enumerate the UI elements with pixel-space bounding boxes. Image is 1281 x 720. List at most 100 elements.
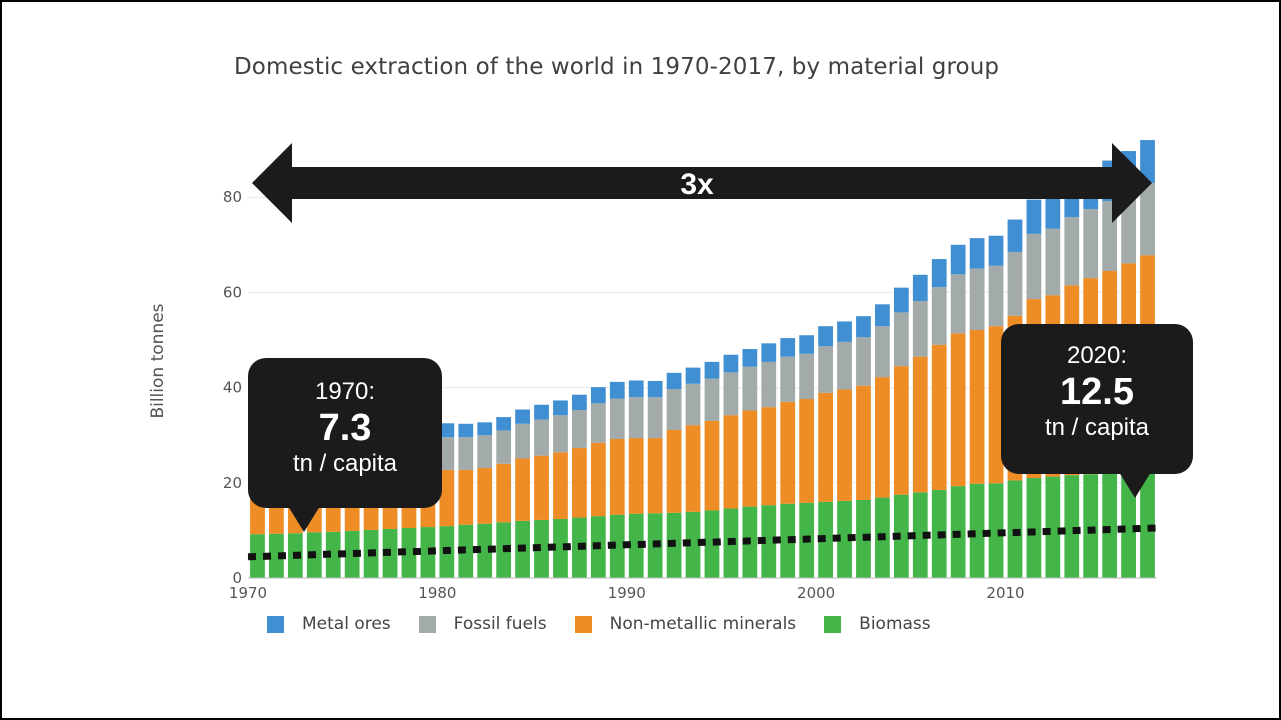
bar-non-metallic-minerals-2004: [893, 366, 909, 495]
bar-fossil-fuels-1980: [439, 437, 455, 470]
bar-metal-ores-2012: [1045, 192, 1061, 229]
legend-item-fossil-fuels[interactable]: Fossil fuels: [418, 614, 547, 634]
bar-non-metallic-minerals-1988: [590, 442, 606, 517]
bar-fossil-fuels-1983: [496, 430, 512, 464]
legend-swatch-non-metallic-minerals: [574, 615, 592, 633]
growth-arrow-label: 3x: [680, 168, 714, 201]
bar-biomass-1993: [685, 511, 701, 578]
legend-item-biomass[interactable]: Biomass: [824, 614, 931, 634]
bar-metal-ores-2007: [950, 244, 966, 275]
bar-metal-ores-2017: [1140, 140, 1155, 183]
bar-fossil-fuels-1993: [685, 383, 701, 426]
y-tick-label-60: 60: [223, 283, 242, 301]
bar-biomass-1990: [628, 513, 644, 578]
legend-label-biomass: Biomass: [859, 614, 931, 634]
bar-non-metallic-minerals-1995: [723, 415, 739, 509]
bar-metal-ores-1999: [799, 335, 815, 354]
bar-fossil-fuels-1996: [742, 366, 758, 411]
bar-fossil-fuels-2013: [1064, 217, 1080, 286]
bar-fossil-fuels-2006: [931, 287, 947, 345]
bar-biomass-2015: [1102, 473, 1118, 578]
bar-biomass-2005: [912, 492, 928, 578]
callout-2020-unit: tn / capita: [1044, 414, 1150, 441]
bar-biomass-1998: [780, 503, 796, 578]
bar-biomass-1982: [477, 523, 493, 578]
bar-non-metallic-minerals-1986: [553, 452, 568, 519]
callout-2020-value: 12.5: [1060, 371, 1134, 413]
bar-non-metallic-minerals-1990: [628, 438, 644, 514]
bar-biomass-2011: [1026, 478, 1042, 578]
bar-biomass-1974: [325, 531, 341, 578]
bar-biomass-1970: [250, 534, 265, 578]
bar-metal-ores-1989: [609, 381, 625, 399]
bar-biomass-2016: [1121, 471, 1136, 578]
growth-arrow-shape: [252, 143, 1152, 223]
bar-fossil-fuels-1989: [609, 398, 625, 440]
bar-metal-ores-2005: [912, 274, 928, 301]
bar-metal-ores-1981: [458, 423, 474, 438]
bar-fossil-fuels-1987: [572, 409, 587, 449]
callout-2020-pointer: [1119, 472, 1151, 498]
x-tick-label-1980: 1980: [418, 584, 456, 602]
legend: Metal ores Fossil fuels Non-metallic min…: [267, 614, 959, 634]
legend-swatch-metal-ores: [267, 615, 284, 633]
bar-fossil-fuels-1998: [780, 356, 796, 402]
bar-biomass-2013: [1064, 475, 1080, 578]
bar-non-metallic-minerals-2005: [912, 356, 928, 493]
bar-fossil-fuels-2003: [875, 326, 890, 378]
bar-fossil-fuels-1997: [761, 361, 777, 408]
bar-metal-ores-2000: [818, 326, 833, 347]
bar-fossil-fuels-2014: [1083, 209, 1099, 279]
bar-metal-ores-1994: [704, 361, 720, 379]
bar-non-metallic-minerals-2002: [856, 385, 871, 500]
bar-fossil-fuels-2009: [988, 265, 1004, 327]
bar-non-metallic-minerals-1981: [458, 469, 474, 525]
bar-non-metallic-minerals-1985: [534, 455, 549, 520]
bar-biomass-2001: [837, 500, 852, 578]
bar-metal-ores-2003: [875, 304, 890, 327]
bar-metal-ores-1998: [780, 338, 796, 357]
bar-non-metallic-minerals-2003: [875, 377, 890, 498]
bar-non-metallic-minerals-1982: [477, 468, 493, 524]
callout-1970-pointer: [288, 506, 320, 532]
x-tick-label-1970: 1970: [229, 584, 267, 602]
bar-metal-ores-1995: [723, 354, 739, 373]
bar-non-metallic-minerals-1996: [742, 410, 758, 507]
bar-fossil-fuels-2012: [1045, 228, 1061, 296]
bar-fossil-fuels-1991: [647, 397, 663, 439]
bar-non-metallic-minerals-2006: [931, 344, 947, 490]
bar-fossil-fuels-1992: [666, 389, 682, 430]
bar-non-metallic-minerals-2000: [818, 392, 833, 502]
bar-metal-ores-1983: [496, 417, 512, 431]
bar-metal-ores-2001: [837, 321, 852, 342]
bar-metal-ores-1984: [515, 409, 530, 424]
bar-metal-ores-1991: [647, 380, 663, 398]
bar-non-metallic-minerals-1999: [799, 399, 815, 503]
bar-fossil-fuels-1994: [704, 378, 720, 421]
bar-biomass-1978: [401, 528, 417, 578]
legend-item-non-metallic-minerals[interactable]: Non-metallic minerals: [574, 614, 797, 634]
bar-fossil-fuels-2010: [1007, 251, 1023, 316]
growth-arrow: [252, 143, 1152, 223]
bar-non-metallic-minerals-1998: [780, 401, 796, 504]
bar-non-metallic-minerals-2008: [969, 330, 985, 484]
chart-title: Domestic extraction of the world in 1970…: [234, 54, 1000, 80]
legend-label-non-metallic-minerals: Non-metallic minerals: [609, 614, 797, 634]
legend-swatch-fossil-fuels: [418, 615, 436, 633]
bar-biomass-1985: [534, 519, 549, 578]
bar-metal-ores-1985: [534, 404, 549, 420]
callout-2020: 2020: 12.5 tn / capita: [1001, 324, 1193, 498]
bar-non-metallic-minerals-1993: [685, 425, 701, 512]
bar-fossil-fuels-2002: [856, 337, 871, 386]
x-tick-label-2000: 2000: [797, 584, 835, 602]
bar-biomass-1986: [553, 518, 568, 578]
bar-metal-ores-1996: [742, 349, 758, 367]
bar-metal-ores-2009: [988, 235, 1004, 266]
bar-biomass-1971: [269, 533, 284, 578]
bar-non-metallic-minerals-1983: [496, 463, 512, 523]
callout-2020-year: 2020:: [1066, 342, 1128, 369]
bar-biomass-1997: [761, 505, 777, 578]
legend-item-metal-ores[interactable]: Metal ores: [267, 614, 391, 634]
bar-fossil-fuels-2007: [950, 274, 966, 334]
bar-biomass-1989: [609, 514, 625, 578]
